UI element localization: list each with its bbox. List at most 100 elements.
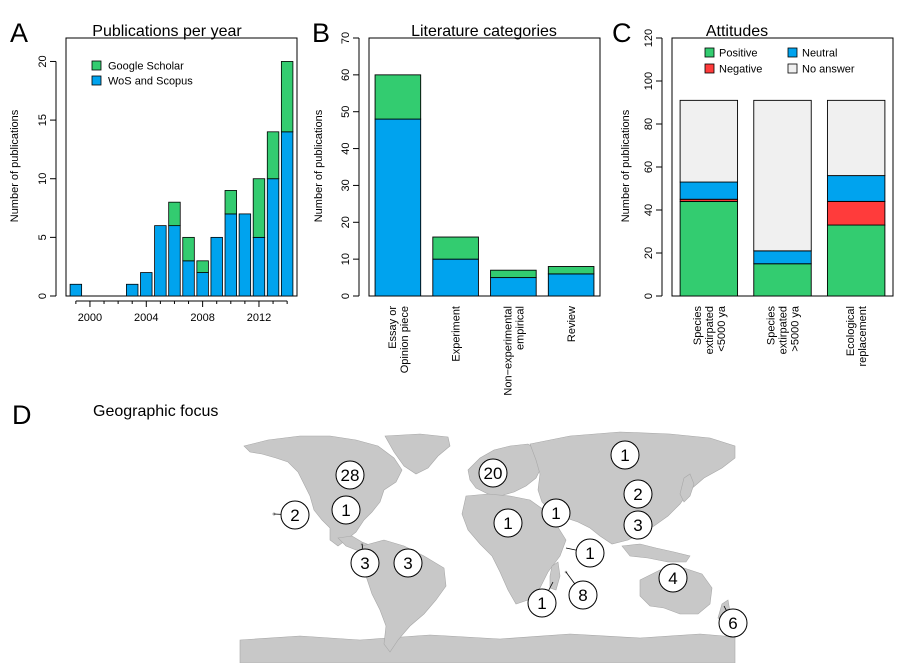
bubble-count-madagascar: 1 [537,594,546,613]
panel-b-y-tick-label: 10 [340,253,352,265]
panel-d-letter: D [12,400,32,430]
panel-c-x-label: Species [692,306,704,346]
panel-b-bars [374,74,595,297]
bubble-north-east-africa [541,498,571,528]
panel-a-bar-2009-wos-and-scopus [210,236,223,297]
land-greenland [384,433,451,475]
bubble-count-south-america: 3 [403,554,412,573]
panel-a-legend-swatch [91,60,102,71]
panel-c-x-label: extirpated [704,306,716,354]
bubble-count-north-america: 28 [341,466,360,485]
bubble-count-east-asia: 2 [633,485,642,504]
panel-c-y-tick-label: 20 [643,247,655,259]
land-japan [679,473,695,503]
bubble-north-america [335,460,365,490]
panel-b-bar-1-segment-0 [432,258,479,297]
bubble-south-america [393,548,423,578]
panel-b-title: Literature categories [411,23,557,40]
panel-b-y-tick-label: 0 [340,293,352,299]
panel-c-x-label: Species [766,306,778,346]
panel-c-y-tick-label: 0 [643,293,655,299]
panel-a-y-tick-label: 0 [37,293,49,299]
panel-c: C Attitudes Number of publications 0 20 40… [612,18,894,367]
panel-a-x-tick-label: 2000 [78,312,102,324]
panel-c-ylabel: Number of publications [620,109,632,222]
panel-c-bar-0-neutral [679,181,739,200]
panel-a-bar-2014-wos-and-scopus [280,131,294,297]
bubble-east-asia [623,479,653,509]
panel-c-bar-2-no-answer [826,99,886,177]
land-africa [461,493,567,605]
panel-c-bar-1-no-answer [753,99,812,252]
panel-b-y-tick-label: 40 [340,142,352,154]
panel-a-bar-2003-wos-and-scopus [126,283,139,297]
panel-b-ylabel: Number of publications [313,109,325,222]
bubble-count-northern-asia: 1 [620,446,629,465]
panel-c-bar-2-neutral [826,175,886,202]
panel-a-bar-2006-google-scholar [168,201,181,227]
panel-a-y-axis: 0 5 10 15 20 [37,55,57,299]
panel-c-y-tick-label: 40 [643,204,655,216]
panel-a-letter: A [10,18,28,48]
panel-b-bar-0-segment-1 [374,74,422,120]
panel-a-bar-2006-wos-and-scopus [168,225,181,297]
panel-c-legend-swatch [704,47,715,58]
bubble-count-hawaii: 2 [290,506,299,525]
panel-b-y-tick-label: 70 [340,32,352,44]
panel-a-bar-2007-wos-and-scopus [182,260,195,297]
panel-a-y-tick-label: 15 [37,114,49,126]
panel-b-bar-3-segment-0 [547,273,595,297]
panel-b-y-tick-label: 30 [340,179,352,191]
panel-c-y-tick-label: 60 [643,161,655,173]
panel-a: A Publications per year Number of public… [9,18,298,324]
bubble-indian-ocean [575,538,605,568]
panel-b-bar-2-segment-0 [490,277,537,297]
panel-a-x-tick-label: 2008 [190,312,214,324]
panel-b-y-tick-label: 60 [340,69,352,81]
panel-b-x-labels: Essay or Opinion piece Experiment Non−exper… [387,306,578,396]
bubble-madagascar [527,588,557,618]
panel-a-frame [65,37,298,297]
panel-a-title: Publications per year [92,23,242,40]
bubble-mauritius [568,580,598,610]
panel-c-x-label: >5000 ya [790,305,802,351]
bubble-europe [478,458,508,488]
panel-a-bar-2010-google-scholar [224,190,237,215]
panel-a-bar-2004-wos-and-scopus [140,272,153,297]
panel-c-y-tick-label: 100 [643,72,655,90]
land-north-america [243,435,403,547]
bubble-galapagos [350,548,380,578]
panel-a-bar-2012-wos-and-scopus [252,236,266,297]
panel-b-bar-1-segment-1 [432,236,479,260]
panel-a-ylabel: Number of publications [9,109,21,222]
panel-c-bar-1-positive [753,263,812,297]
panel-b-bar-3-segment-1 [547,266,595,275]
panel-b-x-label: Opinion piece [399,306,411,373]
panel-c-x-label: Ecological [845,306,857,356]
panel-c-x-label: extirpated [778,306,790,354]
panel-a-bar-2008-wos-and-scopus [196,272,209,297]
panel-a-bar-2011-wos-and-scopus [238,213,252,297]
bubble-hawaii [280,500,310,530]
panel-b-x-label: Non−experimental [502,306,514,396]
bubble-count-north-east-africa: 1 [551,504,560,523]
panel-b-x-label: empirical [514,306,526,350]
panel-c-x-label: replacement [857,306,869,367]
panel-a-x-tick-label: 2012 [247,312,271,324]
panel-a-bars [69,61,294,297]
panel-b-bar-2-segment-1 [490,269,537,279]
panel-b-y-axis: 0 10 20 30 40 50 60 70 [340,32,360,299]
bubble-count-galapagos: 3 [360,554,369,573]
panel-a-bar-2010-wos-and-scopus [224,213,237,297]
land-indonesia [621,543,691,563]
panel-b-y-tick-label: 20 [340,216,352,228]
bubble-count-new-zealand: 6 [728,614,737,633]
panel-b-frame [368,37,601,297]
panel-b: B Literature categories Number of public… [312,18,601,396]
bubble-central-america [331,495,361,525]
panel-c-bar-2-positive [826,224,886,297]
panel-c-bar-1-neutral [753,250,812,265]
panel-b-bar-0-segment-0 [374,118,422,297]
